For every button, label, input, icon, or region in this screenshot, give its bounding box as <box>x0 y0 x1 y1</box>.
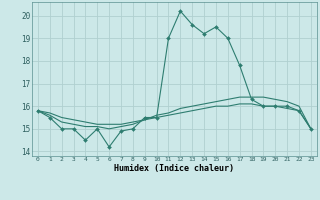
X-axis label: Humidex (Indice chaleur): Humidex (Indice chaleur) <box>115 164 234 173</box>
